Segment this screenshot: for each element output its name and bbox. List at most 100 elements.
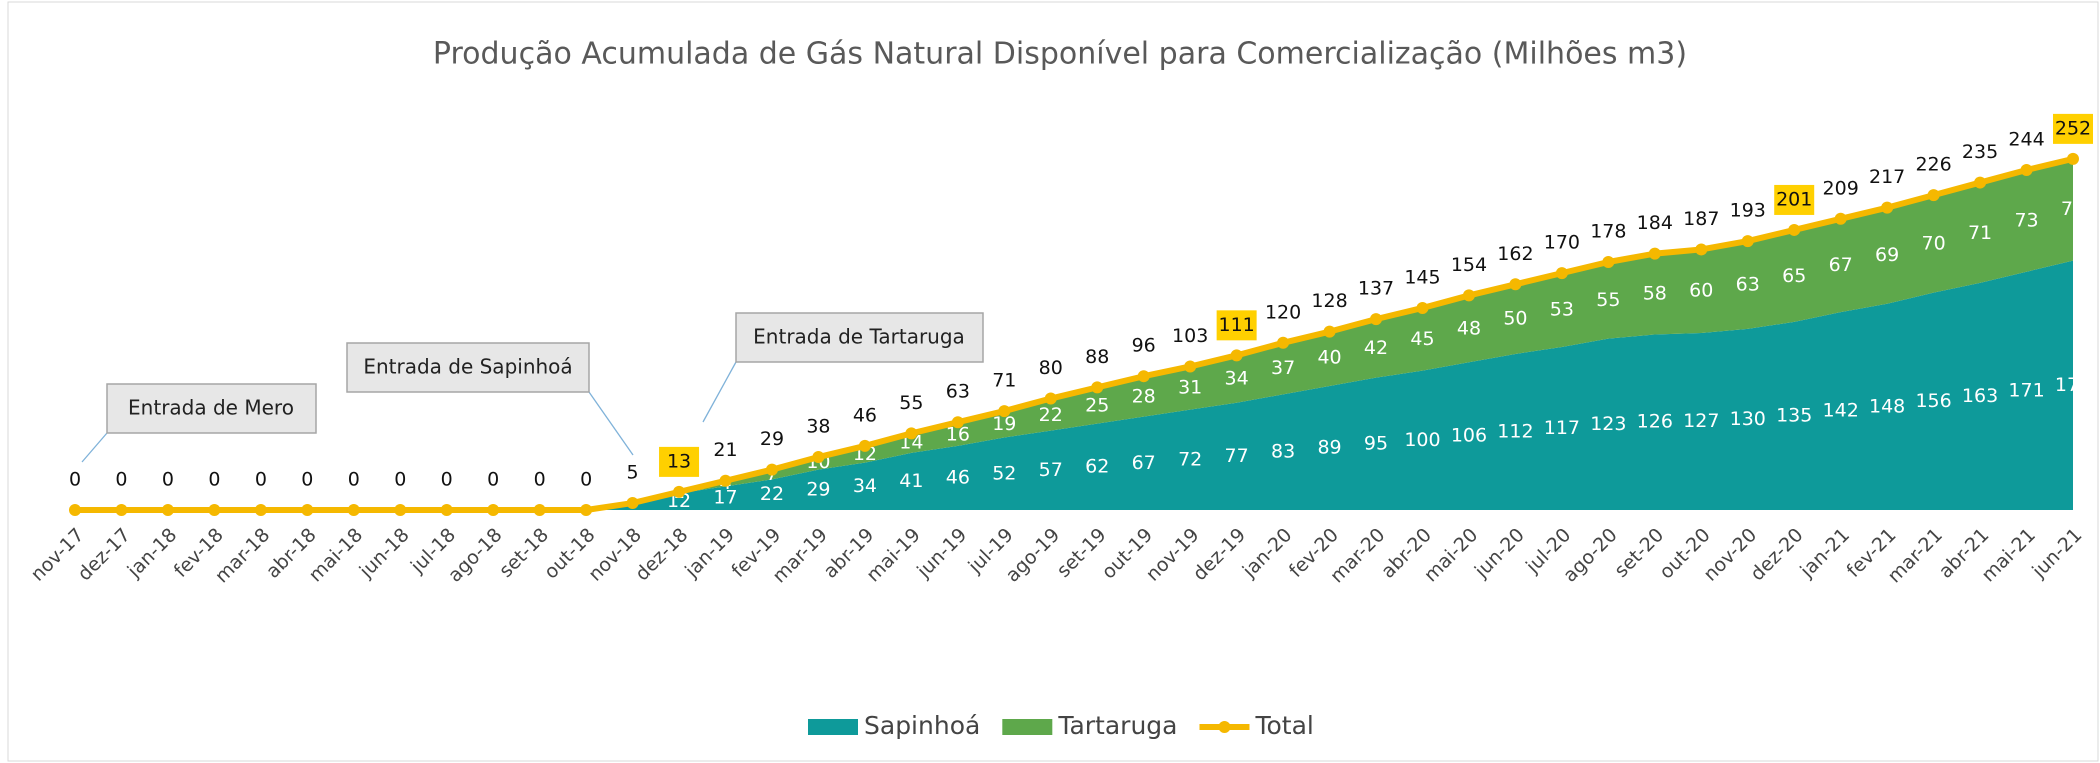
- legend-swatch: [808, 719, 858, 735]
- data-label: 50: [1503, 308, 1527, 330]
- data-label: 67: [1132, 452, 1156, 474]
- data-label: 0: [208, 469, 220, 491]
- data-label: 42: [1364, 337, 1388, 359]
- marker: [347, 504, 360, 516]
- data-label: 5: [627, 462, 639, 484]
- data-label: 52: [992, 462, 1016, 484]
- data-label: 96: [1132, 335, 1156, 357]
- data-label: 0: [115, 469, 127, 491]
- marker: [208, 504, 221, 516]
- data-label: 72: [1178, 448, 1202, 470]
- marker: [69, 504, 81, 516]
- data-label: 70: [1922, 232, 1946, 254]
- marker: [1323, 325, 1336, 338]
- data-label: 123: [1590, 413, 1626, 435]
- annotation: Entrada de Sapinhoá: [346, 342, 634, 456]
- marker: [533, 504, 546, 516]
- marker: [254, 504, 267, 516]
- data-label: 13: [667, 450, 691, 472]
- marker: [812, 451, 825, 464]
- data-label: 130: [1730, 408, 1766, 430]
- data-label: 193: [1730, 200, 1766, 222]
- data-label: 45: [1410, 328, 1434, 350]
- legend-label: Total: [1254, 711, 1313, 740]
- marker: [2020, 164, 2033, 177]
- data-label: 19: [992, 413, 1016, 435]
- area: [75, 260, 2073, 510]
- marker: [1881, 201, 1894, 214]
- data-label: 106: [1451, 425, 1487, 447]
- annotation-text: Entrada de Sapinhoá: [363, 355, 572, 379]
- annotation-text: Entrada de Tartaruga: [753, 325, 965, 349]
- marker: [580, 504, 593, 516]
- marker: [1416, 301, 1429, 314]
- marker: [1091, 381, 1104, 394]
- data-label: 31: [1178, 377, 1202, 399]
- data-label: 126: [1637, 411, 1673, 433]
- marker: [1602, 255, 1615, 268]
- data-label: 29: [806, 478, 830, 500]
- data-label: 0: [394, 469, 406, 491]
- marker: [1044, 392, 1057, 405]
- data-label: 0: [69, 469, 81, 491]
- marker: [1927, 189, 1940, 202]
- data-label: 34: [1225, 368, 1249, 390]
- marker: [905, 427, 918, 440]
- annotation-leader: [81, 432, 108, 463]
- marker: [1137, 370, 1150, 383]
- data-label: 77: [1225, 445, 1249, 467]
- data-label: 184: [1637, 212, 1673, 234]
- data-label: 34: [853, 475, 877, 497]
- marker: [1462, 289, 1475, 302]
- data-label: 69: [1875, 244, 1899, 266]
- marker: [626, 497, 639, 510]
- data-label: 127: [1683, 410, 1719, 432]
- annotation-box: [106, 383, 317, 434]
- marker: [1974, 176, 1987, 189]
- data-label: 58: [1643, 283, 1667, 305]
- data-label: 55: [899, 392, 923, 414]
- marker: [719, 474, 732, 487]
- marker: [1834, 212, 1847, 225]
- data-label: 209: [1823, 177, 1859, 199]
- marker: [1230, 349, 1243, 362]
- marker: [1184, 360, 1197, 373]
- marker: [440, 504, 453, 516]
- marker: [487, 504, 500, 516]
- marker: [765, 463, 778, 476]
- data-label: 80: [1039, 357, 1063, 379]
- data-label: 0: [255, 469, 267, 491]
- data-label: 95: [1364, 432, 1388, 454]
- data-label: 201: [1776, 188, 1812, 210]
- data-label: 0: [534, 469, 546, 491]
- data-label: 128: [1311, 290, 1347, 312]
- data-label: 65: [1782, 265, 1806, 287]
- marker: [1695, 243, 1708, 256]
- legend-swatch: [1002, 719, 1053, 735]
- data-label: 117: [1544, 417, 1580, 439]
- data-label: 156: [1915, 390, 1951, 412]
- data-label: 22: [1039, 404, 1063, 426]
- data-label: 63: [946, 381, 970, 403]
- data-label: 217: [1869, 166, 1905, 188]
- label-highlight: [1216, 310, 1257, 341]
- data-label: 22: [760, 483, 784, 505]
- label-highlight: [659, 446, 700, 477]
- data-label: 57: [1039, 459, 1063, 481]
- data-label: 162: [1497, 243, 1533, 265]
- marker: [301, 504, 314, 516]
- data-label: 171: [2008, 379, 2044, 401]
- data-label: 148: [1869, 395, 1905, 417]
- data-label: 60: [1689, 280, 1713, 302]
- data-label: 28: [1132, 386, 1156, 408]
- data-label: 0: [301, 469, 313, 491]
- data-label: 48: [1457, 317, 1481, 339]
- data-label: 187: [1683, 208, 1719, 230]
- label-highlight: [1774, 184, 1815, 215]
- data-label: 73: [2061, 198, 2085, 220]
- data-label: 29: [760, 428, 784, 450]
- marker: [2067, 152, 2079, 165]
- data-label: 252: [2055, 117, 2091, 139]
- legend-item: Sapinhoá: [808, 711, 980, 740]
